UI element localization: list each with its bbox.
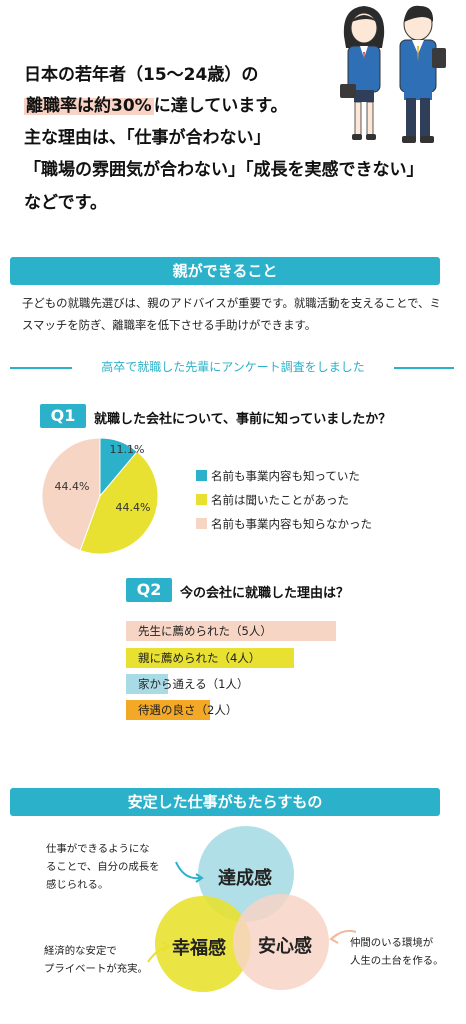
q1-question: 就職した会社について、事前に知っていましたか？ (94, 412, 392, 427)
hero-line-4: 「職場の雰囲気が合わない」「成長を実感できない」 (24, 160, 424, 180)
legend-item: 名前も事業内容も知らなかった (196, 517, 372, 531)
venn-label-happiness: 幸福感 (172, 938, 226, 959)
survey-rule-right (394, 367, 454, 369)
arrow-top-icon (175, 861, 201, 880)
boy-student-icon (399, 5, 446, 143)
legend-swatch (196, 470, 207, 481)
q1-tag: Q1 (40, 404, 86, 428)
q2-bar-label: 先生に薦められた（5人） (138, 624, 272, 638)
survey-title-text: 高卒で就職した先輩にアンケート調査をしました (101, 360, 365, 374)
hero-line-2: 離職率は約30% に達しています。 (24, 96, 288, 116)
q2-bar (126, 648, 294, 668)
pie-slice (79, 450, 159, 555)
q2-bar-label: 家から通える（1人） (138, 677, 249, 691)
q2-bar (126, 700, 210, 720)
section-banner-parents: 親ができること (10, 257, 440, 285)
legend-label: 名前は聞いたことがあった (211, 493, 349, 507)
note-right: 仲間のいる環境が 人生の土台を作る。 (350, 937, 444, 967)
q2-bar (126, 621, 336, 641)
survey-heading: 高卒で就職した先輩にアンケート調査をしました (0, 358, 466, 376)
pie-data-label: 11.1% (110, 443, 145, 456)
pie-data-label: 44.4% (55, 480, 90, 493)
hero-highlight: 離職率は約30% (24, 96, 154, 116)
q1-pie-chart: 11.1% 44.4% 44.4% (41, 437, 159, 555)
note-left: 経済的な安定で プライベートが充実。 (44, 945, 148, 975)
legend-swatch (196, 518, 207, 529)
arrow-left-icon (147, 945, 169, 963)
q2-tag: Q2 (126, 578, 172, 602)
girl-student-icon (340, 6, 385, 140)
pie-data-label: 44.4% (116, 501, 151, 514)
q2-bar-label: 親に薦められた（4人） (138, 651, 261, 665)
note-top: 仕事ができるようにな ることで、自分の成長を 感じられる。 (46, 843, 160, 891)
pie-slice (41, 437, 101, 552)
venn-circle-happiness (155, 896, 251, 992)
survey-rule-left (10, 367, 72, 369)
hero-line-1: 日本の若年者（15〜24歳）の (24, 65, 259, 85)
q2-question: 今の会社に就職した理由は？ (180, 586, 350, 601)
legend-item: 名前も事業内容も知っていた (196, 469, 360, 483)
venn-diagram (147, 826, 357, 992)
venn-circle-security (233, 894, 329, 990)
hero-line-2-rest: に達しています。 (153, 96, 288, 116)
section1-paragraph: 子どもの就職先選びは、親のアドバイスが重要です。就職活動を支えることで、ミスマッ… (22, 296, 441, 332)
section-banner-stable-job: 安定した仕事がもたらすもの (10, 788, 440, 816)
legend-swatch (196, 494, 207, 505)
hero-line-5: などです。 (24, 193, 107, 213)
legend-label: 名前も事業内容も知らなかった (211, 517, 372, 531)
students-illustration (340, 5, 446, 143)
q2-bar-label: 待遇の良さ（2人） (138, 703, 238, 717)
venn-label-achievement: 達成感 (218, 868, 272, 889)
legend-label: 名前も事業内容も知っていた (211, 469, 360, 483)
venn-label-security: 安心感 (258, 936, 312, 957)
hero-line-3: 主な理由は、「仕事が合わない」 (24, 128, 271, 148)
q2-bar (126, 674, 168, 694)
legend-item: 名前は聞いたことがあった (196, 493, 349, 507)
